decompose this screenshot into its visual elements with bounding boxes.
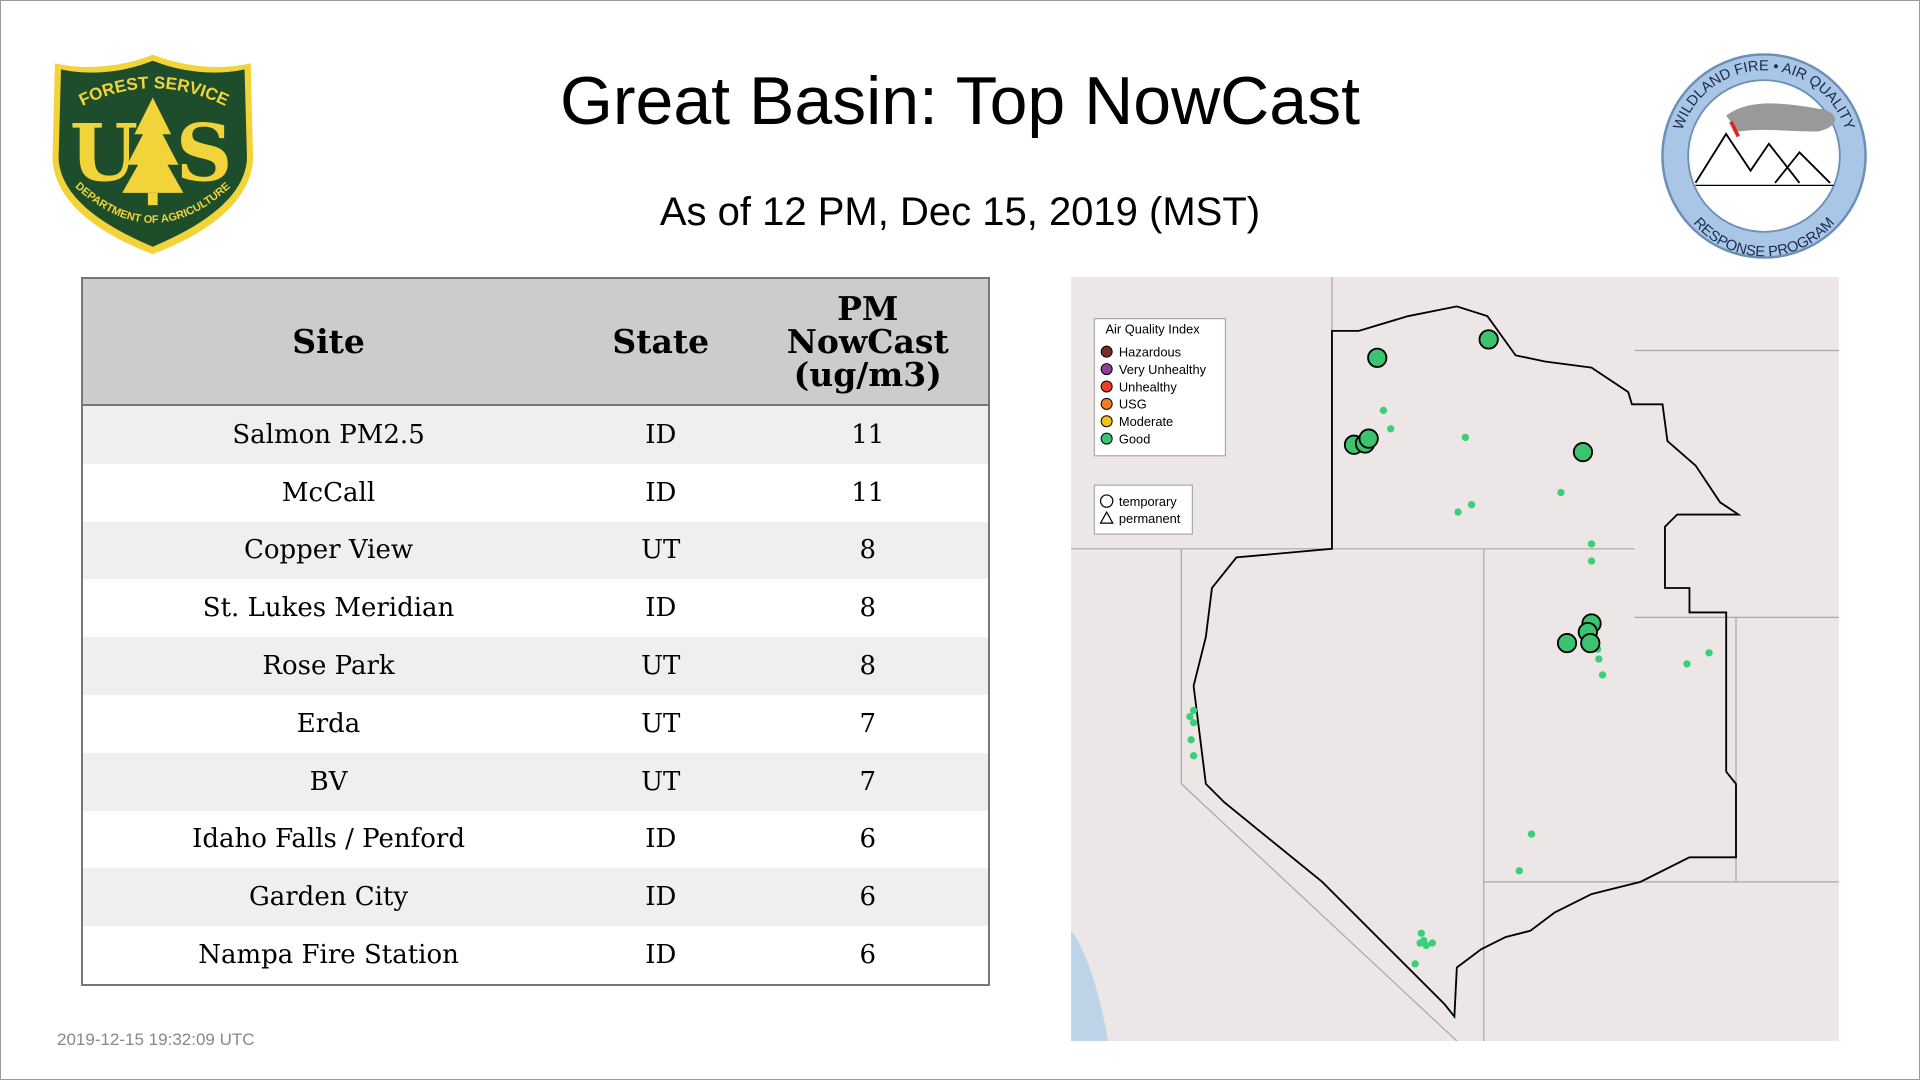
table-row: Erda UT 7 <box>82 695 989 753</box>
table-cell: 6 <box>859 940 876 971</box>
legend-swatch <box>1100 345 1113 358</box>
table-cell: ID <box>574 405 748 464</box>
table-cell: 11 <box>851 477 885 508</box>
table-cell: St. Lukes Meridian <box>202 593 455 624</box>
legend-swatch <box>1100 397 1113 410</box>
column-header-text: PM NowCast (ug/m3) <box>786 289 949 394</box>
legend-label: Unhealthy <box>1119 379 1177 394</box>
table-cell: Rose Park <box>82 637 575 695</box>
map: Air Quality Index Hazardous Very Unhealth… <box>1071 277 1839 1041</box>
legend-items: Hazardous Very Unhealthy Unhealthy USG Moder… <box>1100 345 1207 447</box>
region-outline <box>1192 305 1742 1019</box>
table-row: Nampa Fire Station ID 6 <box>82 926 989 985</box>
legend-swatch <box>1100 415 1113 428</box>
table-cell: 8 <box>859 593 876 624</box>
table-cell: Nampa Fire Station <box>198 940 459 971</box>
table-cell: Copper View <box>82 521 575 580</box>
logo-letter: U <box>70 108 138 200</box>
column-header-text: Site <box>292 322 365 361</box>
table-row: BV UT 7 <box>82 752 989 811</box>
table-cell: 8 <box>747 521 989 580</box>
legend-box <box>1093 318 1227 457</box>
permanent-symbol <box>1099 510 1114 524</box>
table-row: Garden City ID 6 <box>82 868 989 927</box>
legend-label: Very Unhealthy <box>1119 362 1207 377</box>
column-header-text: State <box>612 322 710 361</box>
table-cell: UT <box>574 637 748 695</box>
legend-title: Air Quality Index <box>1105 321 1200 336</box>
tree-trunk <box>147 192 158 206</box>
subtitle: As of 12 PM, Dec 15, 2019 (MST) <box>659 190 1261 234</box>
shape-legend-box <box>1093 484 1193 535</box>
table-cell: McCall <box>281 477 376 508</box>
mountains-icon <box>1694 132 1801 184</box>
table-cell: ID <box>645 593 677 624</box>
table-cell: ID <box>645 940 677 971</box>
column-header: State <box>574 278 748 406</box>
fire-icon <box>1729 120 1740 138</box>
table-row: Idaho Falls / Penford ID 6 <box>82 811 989 869</box>
wildland-fire-logo: WILDLAND FIRE • AIR QUALITY RESPONSE PRO… <box>1661 53 1867 260</box>
shape-legend-label: temporary <box>1119 494 1177 509</box>
small-markers <box>1186 406 1713 968</box>
column-header: Site <box>82 278 575 406</box>
legend-swatch <box>1100 363 1113 376</box>
table-row: McCall ID 11 <box>82 464 989 522</box>
table-cell: 6 <box>859 824 876 855</box>
mountains-icon <box>1774 150 1831 184</box>
table-cell: 11 <box>747 405 989 464</box>
legend-label: USG <box>1119 397 1147 412</box>
large-markers <box>1343 329 1602 654</box>
table-row: Rose Park UT 8 <box>82 637 989 695</box>
table-cell: Erda <box>296 708 361 739</box>
table-cell: Idaho Falls / Penford <box>192 824 465 855</box>
forest-service-logo: FOREST SERVICE DEPARTMENT OF AGRICULTURE… <box>52 54 254 255</box>
table-cell: ID <box>645 824 677 855</box>
table-cell: UT <box>574 752 748 811</box>
legend-swatch <box>1100 380 1113 393</box>
nowcast-table: Site State PM NowCast (ug/m3) Salmon PM2.5… <box>81 277 990 986</box>
table-cell: ID <box>645 477 677 508</box>
table-cell: 7 <box>747 752 989 811</box>
table-cell: Salmon PM2.5 <box>82 405 575 464</box>
legend-label: Hazardous <box>1119 345 1181 360</box>
table-row: Salmon PM2.5 ID 11 <box>82 405 989 464</box>
table-body: Salmon PM2.5 ID 11 McCall ID 11 Copper View UT 8… <box>82 405 989 985</box>
timestamp: 2019-12-15 19:32:09 UTC <box>57 1030 255 1049</box>
table-cell: BV <box>82 752 575 811</box>
table-cell: ID <box>574 868 748 927</box>
title: Great Basin: Top NowCast <box>560 63 1360 139</box>
table-cell: Garden City <box>82 868 575 927</box>
table-cell: 8 <box>747 637 989 695</box>
logo-letter: S <box>176 108 233 200</box>
header-row: Site State PM NowCast (ug/m3) <box>82 278 989 406</box>
shape-legend-label: permanent <box>1119 511 1181 526</box>
table-row: St. Lukes Meridian ID 8 <box>82 579 989 637</box>
temporary-symbol <box>1099 494 1114 508</box>
legend-swatch <box>1100 432 1113 445</box>
table-cell: UT <box>641 708 681 739</box>
ocean <box>1071 930 1108 1041</box>
legend-label: Moderate <box>1119 414 1173 429</box>
tree-icon <box>122 97 184 193</box>
table-cell: 7 <box>859 708 876 739</box>
table-row: Copper View UT 8 <box>82 521 989 580</box>
table-cell: UT <box>574 521 748 580</box>
smoke-icon <box>1726 103 1836 132</box>
table-cell: 6 <box>747 868 989 927</box>
legend-label: Good <box>1119 432 1150 447</box>
column-header: PM NowCast (ug/m3) <box>747 278 989 406</box>
